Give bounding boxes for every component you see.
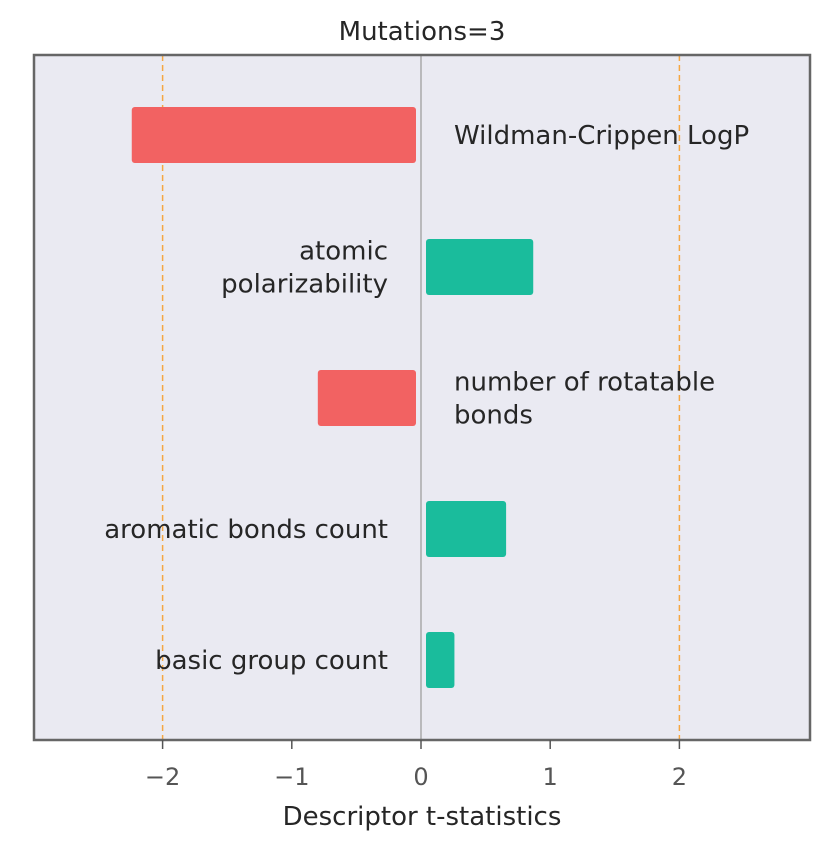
plot-frame [32, 53, 812, 742]
x-tick-label-2: 0 [413, 763, 428, 791]
bar-label-2-line-0: number of rotatable [454, 368, 715, 398]
x-ticks: −2 −1 0 1 2 [145, 740, 687, 791]
bar-label-3-line-0: aromatic bonds count [104, 515, 388, 545]
bar-label-3: aromatic bonds count [104, 515, 388, 545]
bar-3 [426, 501, 507, 557]
x-tick-label-4: 2 [672, 763, 687, 791]
bar-label-0-line-0: Wildman-Crippen LogP [454, 121, 749, 151]
bar-label-1-line-0: atomic [299, 237, 388, 267]
bars [131, 107, 534, 688]
chart-title: Mutations=3 [339, 17, 506, 47]
bar-label-0: Wildman-Crippen LogP [454, 121, 749, 151]
bar-label-4-line-0: basic group count [155, 646, 388, 676]
bar-label-1-line-1: polarizability [221, 270, 388, 300]
threshold-lines [161, 55, 681, 740]
bar-0 [131, 107, 416, 163]
x-tick-label-0: −2 [145, 763, 180, 791]
bar-label-2-line-1: bonds [454, 401, 533, 431]
x-tick-label-1: −1 [274, 763, 309, 791]
x-axis-label: Descriptor t-statistics [283, 802, 562, 832]
bar-label-2: number of rotatable bonds [454, 368, 715, 431]
bar-1 [426, 239, 534, 295]
bar-label-1: atomic polarizability [221, 237, 388, 300]
bar-4 [426, 632, 455, 688]
bar-labels: Wildman-Crippen LogP atomic polarizability… [104, 121, 749, 676]
bar-label-4: basic group count [155, 646, 388, 676]
bar-2 [317, 370, 416, 426]
x-tick-label-3: 1 [543, 763, 558, 791]
